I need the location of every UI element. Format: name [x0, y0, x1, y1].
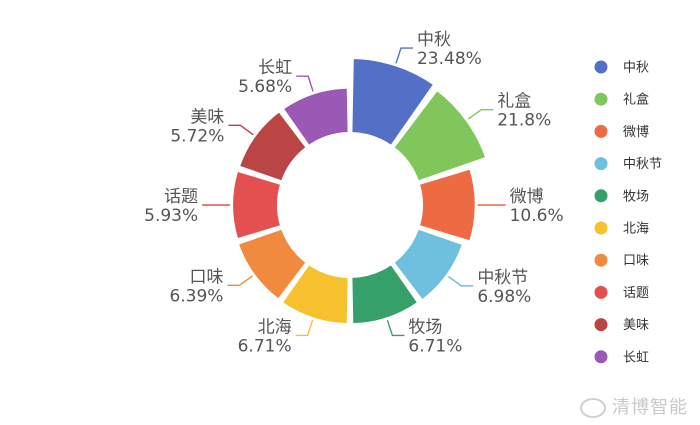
legend-marker — [594, 189, 608, 203]
slice-value-label: 5.68% — [238, 77, 292, 97]
slice-7 — [236, 227, 308, 301]
slice-name-label: 长虹 — [258, 58, 292, 78]
slice-5 — [350, 263, 420, 326]
legend-marker — [594, 92, 608, 106]
slice-8 — [231, 169, 283, 241]
slice-value-label: 6.71% — [238, 336, 292, 356]
leader-line — [386, 319, 405, 337]
legend-marker — [594, 221, 608, 235]
legend-item-label[interactable]: 美味 — [623, 318, 649, 333]
legend-item-label[interactable]: 长虹 — [623, 350, 649, 365]
legend-marker — [594, 318, 608, 332]
leader-line — [228, 124, 254, 136]
legend-item-label[interactable]: 牧场 — [623, 189, 649, 204]
legend-marker — [594, 350, 608, 364]
leader-line-group — [202, 47, 506, 337]
slice-name-label: 美味 — [190, 107, 224, 127]
slice-name-label: 牧场 — [408, 317, 442, 337]
watermark-text: 清博智能 — [612, 397, 688, 418]
slice-name-label: 礼盒 — [497, 92, 531, 112]
legend-item-label[interactable]: 礼盒 — [623, 92, 649, 108]
slice-9 — [237, 110, 308, 183]
slice-10 — [281, 86, 350, 147]
slice-value-label: 6.98% — [477, 287, 531, 307]
slice-6 — [280, 263, 350, 326]
leader-line — [296, 75, 314, 92]
legend-item-label[interactable]: 中秋 — [623, 61, 649, 76]
slice-value-label: 23.48% — [417, 49, 482, 69]
legend-item-label[interactable]: 话题 — [623, 286, 649, 301]
slice-name-label: 微博 — [510, 187, 544, 207]
slice-2 — [392, 88, 488, 183]
weibo-logo-icon — [580, 398, 606, 418]
legend-item-label[interactable]: 中秋节 — [623, 157, 662, 172]
legend-item-label[interactable]: 北海 — [623, 222, 649, 237]
slice-value-label: 10.6% — [510, 206, 564, 226]
legend-item-label[interactable]: 口味 — [623, 254, 649, 269]
leader-line — [295, 319, 314, 337]
slice-value-label: 21.8% — [497, 111, 551, 131]
legend-item-label[interactable]: 微博 — [623, 125, 649, 140]
slice-value-label: 5.93% — [144, 206, 198, 226]
slice-value-label: 6.71% — [408, 336, 462, 356]
leader-line — [227, 275, 253, 286]
legend-marker — [594, 60, 608, 74]
slice-4 — [392, 227, 465, 302]
slice-name-label: 口味 — [189, 267, 223, 287]
slice-value-label: 6.39% — [169, 286, 223, 306]
legend-marker — [594, 124, 608, 138]
legend-marker — [594, 157, 608, 171]
legend-marker — [594, 285, 608, 299]
slice-name-label: 中秋节 — [477, 268, 528, 288]
slice-group — [231, 57, 488, 326]
slice-name-label: 北海 — [258, 317, 292, 337]
slice-value-label: 5.72% — [170, 126, 224, 146]
leader-line — [395, 47, 413, 64]
legend-marker — [594, 253, 608, 267]
slice-3 — [417, 167, 477, 243]
slice-label-group: 中秋23.48%礼盒21.8%微博10.6%中秋节6.98%牧场6.71%北海6… — [144, 30, 563, 356]
leader-line — [447, 275, 474, 287]
slice-1 — [350, 57, 436, 147]
slice-name-label: 中秋 — [417, 30, 451, 50]
watermark: 清博智能 — [580, 393, 688, 419]
leader-line — [467, 108, 494, 120]
slice-name-label: 话题 — [164, 187, 198, 207]
